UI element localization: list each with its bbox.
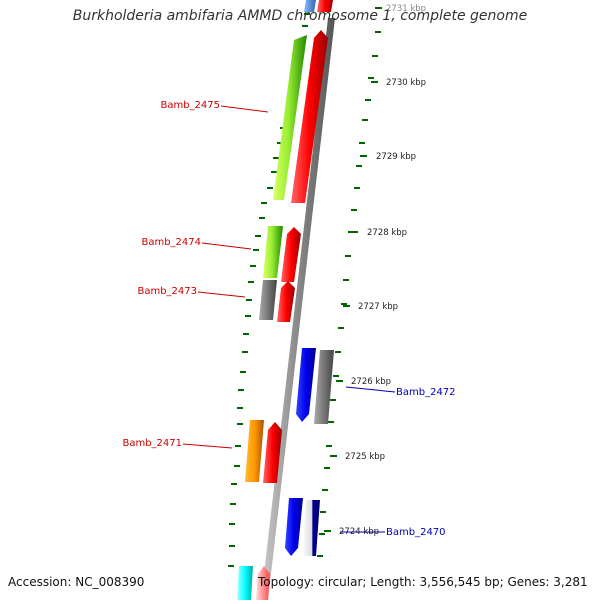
- gene-labels: Bamb_2475 Bamb_2474 Bamb_2473 Bamb_2472 Bamb…: [122, 100, 455, 538]
- gene-label[interactable]: Bamb_2470: [386, 527, 446, 538]
- scale-labels: 2731 kbp 2730 kbp 2729 kbp 2728 kbp 2727 kbp…: [324, 4, 426, 537]
- scale-label: 2730 kbp: [386, 78, 426, 88]
- gene-feature-red-2473: [277, 281, 295, 322]
- gene-feature-top-blue: [304, 0, 316, 12]
- gene-feature-gray-2472: [314, 350, 334, 424]
- tick-marks: [228, 13, 381, 567]
- gene-feature-top-red: [317, 0, 333, 12]
- scale-label: 2731 kbp: [386, 4, 426, 14]
- topology-summary: Topology: circular; Length: 3,556,545 bp…: [258, 575, 588, 589]
- gene-feature-green-2475: [273, 35, 307, 200]
- gene-label[interactable]: Bamb_2471: [122, 438, 182, 449]
- gene-feature-bottom-red: [256, 566, 270, 600]
- gene-feature-bottom-cyan: [237, 566, 253, 600]
- gene-feature-red-2471: [263, 422, 282, 483]
- gene-feature-red-2475: [291, 30, 328, 203]
- gene-label-leader: [182, 443, 233, 449]
- gene-label[interactable]: Bamb_2474: [141, 237, 201, 248]
- scale-label: 2729 kbp: [376, 152, 416, 162]
- gene-label[interactable]: Bamb_2472: [396, 387, 456, 398]
- scale-label: 2728 kbp: [367, 228, 407, 238]
- gene-label[interactable]: Bamb_2475: [160, 100, 220, 111]
- gene-label[interactable]: Bamb_2473: [137, 286, 197, 297]
- scale-label: 2725 kbp: [345, 452, 385, 462]
- gene-feature-blue-2472: [296, 348, 316, 422]
- scale-label: 2727 kbp: [358, 302, 398, 312]
- map-title: Burkholderia ambifaria AMMD chromosome 1…: [72, 8, 528, 24]
- accession-text: Accession: NC_008390: [8, 575, 145, 589]
- gene-feature-red-2474: [281, 227, 301, 282]
- gene-label-leader: [197, 291, 246, 298]
- gene-feature-orange-2471: [245, 420, 264, 482]
- gene-label-leader: [201, 242, 252, 250]
- scale-label: 2726 kbp: [351, 377, 391, 387]
- gene-feature-whiteblue-2470: [302, 500, 320, 556]
- gene-feature-green-2474: [263, 226, 283, 278]
- gene-feature-gray-2473: [259, 280, 277, 320]
- gene-feature-blue-2470: [285, 498, 303, 556]
- gene-label-leader: [220, 105, 269, 113]
- gene-label-leader: [345, 386, 396, 393]
